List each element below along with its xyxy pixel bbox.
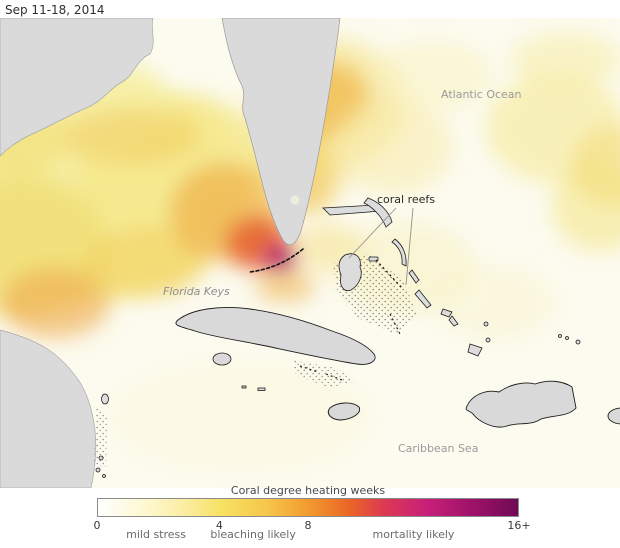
colorbar [97,498,519,517]
bleaching-likely-label: bleaching likely [210,528,296,541]
belize-cay [98,455,104,461]
jamaica-land [327,402,361,421]
tick-8: 8 [304,519,312,532]
new-providence-land [368,256,379,262]
little-inagua-land [485,337,491,343]
islands-layer [95,197,581,478]
acklins-land [448,315,459,327]
map-canvas [0,17,620,489]
turks-caicos-cay [575,339,581,345]
cuba-land [175,307,376,365]
tick-4: 4 [215,519,223,532]
legend-title: Coral degree heating weeks [230,484,386,497]
belize-cay [102,474,106,478]
crooked-island-land [440,308,453,318]
eleuthera-land [391,238,407,267]
tick-0: 0 [93,519,101,532]
us-gulf-coast-land [0,17,154,157]
cat-island-land [408,269,420,284]
florida-keys-chain [249,248,304,273]
coral-reefs-label: coral reefs [377,193,436,206]
land-layer [0,17,620,489]
turks-caicos-cay [558,334,562,338]
andros-land [338,253,362,292]
coral-reefs-pointer-lines [348,207,414,286]
turks-caicos-cay [565,336,569,340]
great-inagua-land [467,343,483,357]
atlantic-ocean-label: Atlantic Ocean [441,88,522,101]
ragged-cays [389,313,401,335]
mild-stress-label: mild stress [126,528,187,541]
exuma-cays [375,259,403,289]
mayaguana-land [483,321,489,327]
mortality-likely-label: mortality likely [372,528,455,541]
cozumel-land [101,393,109,405]
hispaniola-land [465,380,577,428]
heat-stress-layer [0,32,620,473]
cayman-land [241,385,247,389]
colorbar-ticks: 0 4 8 16+ mild stress bleaching likely m… [93,519,531,545]
isla-juventud-land [212,352,232,366]
florida-keys-label: Florida Keys [163,285,230,298]
caribbean-sea-label: Caribbean Sea [398,442,479,455]
puerto-rico-land [607,407,620,425]
florida-land [221,17,341,246]
date-label: Sep 11-18, 2014 [5,3,105,17]
map-graphic [0,17,620,489]
tick-16plus: 16+ [507,519,531,532]
cayman-land [257,387,266,391]
long-island-land [414,289,432,309]
belize-cay [95,467,101,473]
lake-okeechobee [290,195,300,205]
cuba-south-cays [299,365,319,373]
